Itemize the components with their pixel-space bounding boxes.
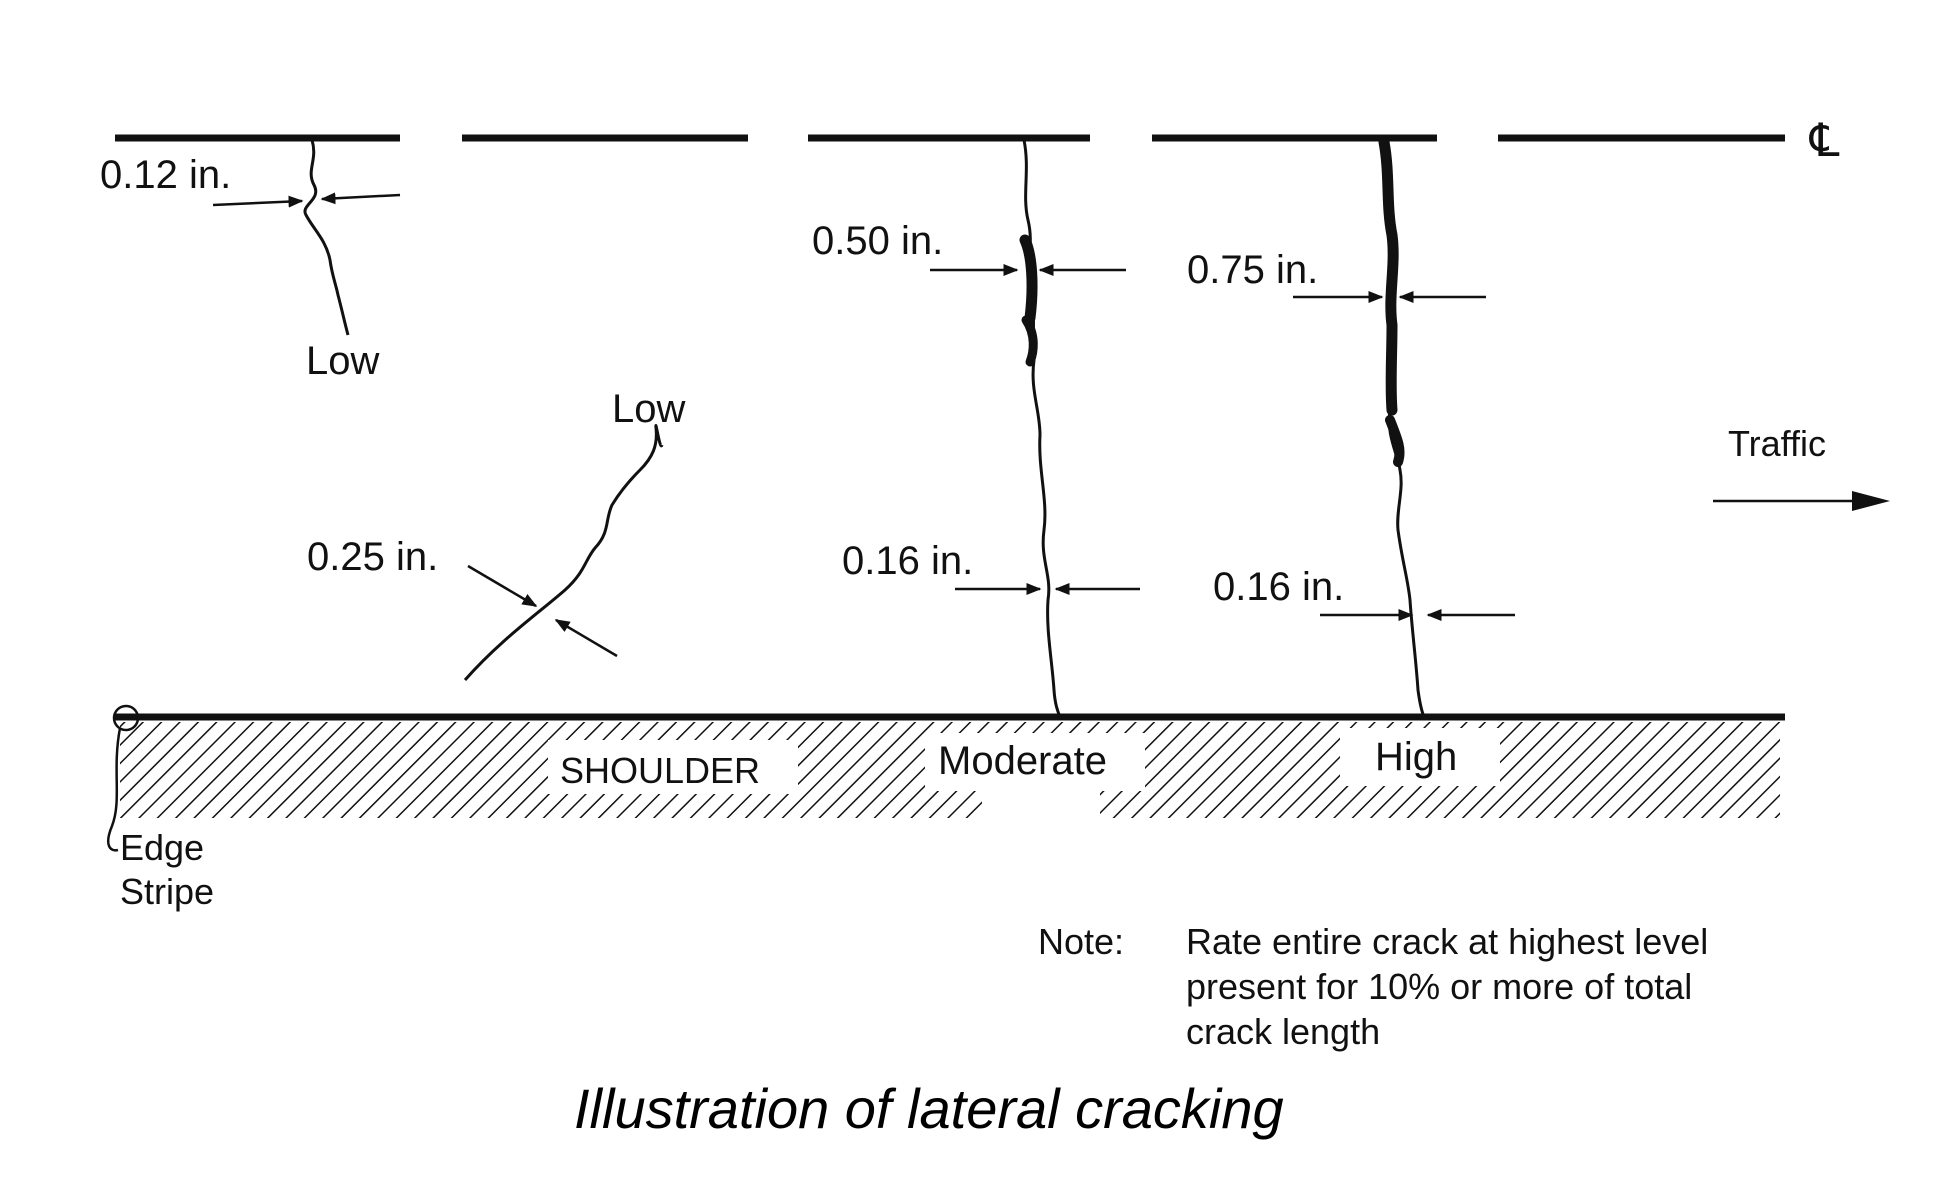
moderate-label-bg <box>925 733 1145 791</box>
crack-low-diagonal <box>463 424 664 681</box>
edge-stripe-marker <box>107 704 140 852</box>
crack-moderate <box>930 139 1140 718</box>
crack4-width-label-wide: 0.75 in. <box>1187 248 1318 292</box>
edge-stripe-label-line1: Edge <box>120 827 204 868</box>
centerline-symbol: ℄ <box>1809 114 1840 166</box>
note-line-2: present for 10% or more of total <box>1186 966 1692 1007</box>
crack1-width-label: 0.12 in. <box>100 153 231 197</box>
moderate-severity-label: Moderate <box>938 739 1107 783</box>
shoulder-label-bg <box>548 740 798 794</box>
crack-high <box>1293 136 1515 718</box>
crack1-severity-label: Low <box>306 339 379 383</box>
note-label: Note: <box>1038 921 1124 962</box>
traffic-arrowhead <box>1852 491 1890 511</box>
figure-caption: Illustration of lateral cracking <box>574 1077 1284 1140</box>
traffic-label: Traffic <box>1728 423 1826 464</box>
crack-low-transverse <box>212 139 401 336</box>
high-severity-label: High <box>1375 735 1457 779</box>
high-label-bg <box>1340 728 1500 786</box>
edge-stripe-label-line2: Stripe <box>120 871 214 912</box>
crack4-width-label-narrow: 0.16 in. <box>1213 565 1344 609</box>
shoulder-label: SHOULDER <box>560 750 760 791</box>
crack2-severity-label: Low <box>612 387 685 431</box>
crack3-width-label-narrow: 0.16 in. <box>842 539 973 583</box>
note-line-1: Rate entire crack at highest level <box>1186 921 1708 962</box>
crack3-width-label-wide: 0.50 in. <box>812 219 943 263</box>
crack2-width-label: 0.25 in. <box>307 535 438 579</box>
note-line-3: crack length <box>1186 1011 1380 1052</box>
